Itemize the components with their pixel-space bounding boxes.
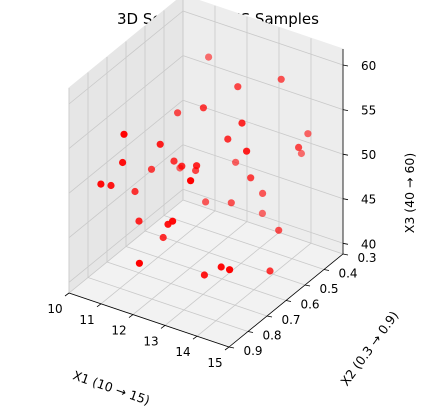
x-tick-label: 13 <box>143 334 158 348</box>
data-point <box>164 220 172 228</box>
z-grid-back <box>182 99 344 155</box>
axis-lines <box>64 49 349 351</box>
data-point <box>147 165 156 173</box>
tick-labels: 10 11 12 13 14 15 0.30.40.50.60.70.80.9 40 45 50 5… <box>47 59 376 370</box>
data-point <box>266 267 274 275</box>
data-point <box>174 109 182 117</box>
y-grid-floor <box>163 215 325 270</box>
data-point <box>200 271 208 279</box>
z-tick-mark <box>342 64 349 67</box>
data-point <box>120 130 128 138</box>
data-point <box>238 119 246 127</box>
z-tick-label: 55 <box>361 104 376 118</box>
x-axis-line <box>68 292 230 348</box>
y-tick-mark <box>247 331 254 333</box>
data-point <box>192 166 200 175</box>
x-tick-mark <box>160 325 166 329</box>
y-tick-label: 0.7 <box>281 313 300 327</box>
z-grid-back <box>182 10 344 66</box>
z-tick-label: 45 <box>361 193 376 207</box>
z-grid-side <box>68 144 184 239</box>
data-point <box>205 53 213 61</box>
data-point <box>234 83 242 91</box>
data-point <box>107 181 115 190</box>
data-point <box>187 177 195 185</box>
x-tick-mark <box>128 314 134 318</box>
data-point <box>159 233 167 242</box>
y-grid-floor <box>106 261 268 317</box>
z-tick-label: 60 <box>361 59 376 73</box>
y-tick-label: 0.9 <box>243 344 262 358</box>
y-tick-label: 0.6 <box>300 298 319 312</box>
y-grid-floor <box>87 277 249 332</box>
x-axis-label: X1 (10 → 15) <box>71 368 152 408</box>
data-point <box>156 140 164 148</box>
data-point <box>131 187 139 196</box>
x-tick-label: 14 <box>175 345 190 359</box>
data-point <box>277 75 285 83</box>
z-grid-side <box>68 10 184 105</box>
data-point <box>247 174 255 182</box>
y-tick-label: 0.8 <box>262 329 281 343</box>
y-grid-floor <box>182 199 344 255</box>
z-tick-mark <box>342 242 349 245</box>
z-tick-label: 40 <box>361 237 376 251</box>
data-point <box>275 226 283 234</box>
y-tick-mark <box>228 346 235 349</box>
y-tick-label: 0.4 <box>338 267 357 281</box>
z-axis-label: X3 (40 → 60) <box>402 153 417 233</box>
y-tick-label: 0.5 <box>319 282 338 296</box>
y-tick-mark <box>304 284 311 287</box>
data-point <box>297 149 305 158</box>
data-points <box>97 53 312 279</box>
x-tick-label: 15 <box>207 356 222 370</box>
data-point <box>232 158 240 166</box>
data-point <box>119 158 127 167</box>
y-grid-floor <box>144 230 306 286</box>
y-tick-label: 0.3 <box>357 251 376 265</box>
y-tick-mark <box>285 300 292 302</box>
data-point <box>226 266 234 274</box>
z-tick-label: 50 <box>361 148 376 162</box>
data-point <box>258 209 266 217</box>
y-tick-mark <box>266 315 273 318</box>
data-point <box>170 157 178 165</box>
x-tick-mark <box>224 346 230 351</box>
x-tick-mark <box>192 335 198 340</box>
z-grid-side <box>68 188 184 283</box>
x-tick-mark <box>64 292 70 297</box>
x-tick-mark <box>96 303 102 308</box>
z-tick-mark <box>342 198 349 201</box>
data-point <box>202 198 210 206</box>
data-point <box>135 217 143 225</box>
grid-lines <box>68 0 344 348</box>
data-point <box>304 130 312 138</box>
data-point <box>227 199 235 207</box>
z-tick-mark <box>342 109 349 111</box>
x-tick-label: 11 <box>79 313 94 327</box>
y-axis-label: X2 (0.3 → 0.9) <box>337 308 401 388</box>
data-point <box>97 180 105 188</box>
data-point <box>176 164 184 172</box>
data-point <box>199 104 207 112</box>
z-grid-back <box>182 144 344 200</box>
z-grid-side <box>68 55 184 149</box>
z-grid-back <box>182 55 344 110</box>
data-point <box>243 147 251 155</box>
x-tick-label: 12 <box>111 324 126 338</box>
y-tick-mark <box>342 253 349 256</box>
x-tick-label: 10 <box>47 302 62 316</box>
data-point <box>259 189 267 197</box>
z-grid-side <box>68 99 184 194</box>
axes-panes <box>67 0 345 348</box>
data-point <box>224 135 232 143</box>
data-point <box>135 259 143 267</box>
z-tick-mark <box>342 153 349 156</box>
data-point <box>295 143 303 151</box>
data-point <box>217 263 225 271</box>
y-tick-mark <box>323 269 330 271</box>
